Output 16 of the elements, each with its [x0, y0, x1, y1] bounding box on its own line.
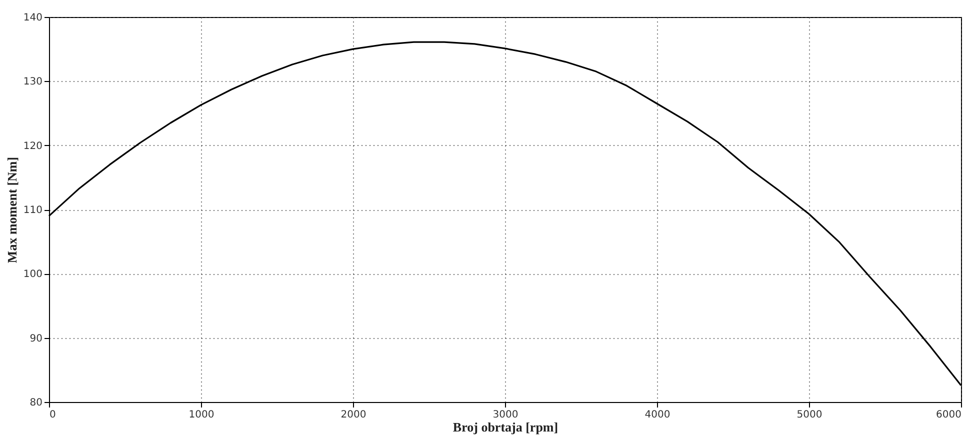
y-tick-label: 130 — [23, 76, 42, 88]
x-tick-label: 5000 — [796, 410, 822, 420]
y-tick-label: 90 — [30, 333, 42, 344]
x-tick-label: 2000 — [340, 410, 366, 420]
x-tick-label: 4000 — [644, 410, 670, 420]
x-tick-label: 3000 — [492, 410, 518, 420]
y-tick-label: 140 — [23, 12, 42, 24]
x-tick-label: 1000 — [188, 410, 214, 420]
y-tick-label: 100 — [23, 269, 42, 280]
x-tick-label: 0 — [50, 410, 56, 420]
y-tick-label: 80 — [30, 398, 42, 408]
y-tick-label: 120 — [23, 140, 42, 152]
y-tick-label: 110 — [23, 205, 42, 216]
x-tick-label: 6000 — [936, 410, 962, 420]
x-axis-title: Broj obrtaja [rpm] — [452, 420, 558, 434]
y-axis-title: Max moment [Nm] — [4, 156, 20, 264]
